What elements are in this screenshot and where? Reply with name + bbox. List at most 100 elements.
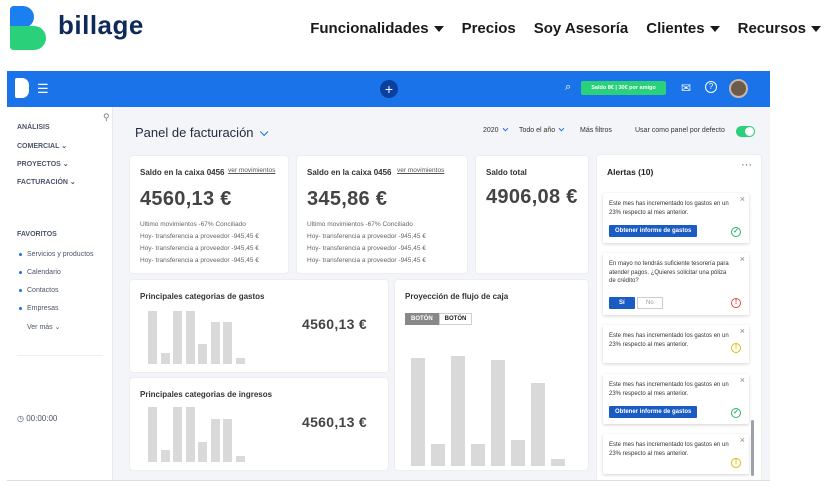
search-icon[interactable]: ⌕	[565, 81, 572, 93]
balance-amount: 345,86 €	[307, 188, 388, 210]
income-title: Principales categorias de ingresos	[140, 390, 273, 399]
cashflow-bars	[411, 328, 571, 466]
pin-icon[interactable]: ⚲	[103, 112, 110, 122]
period-filter[interactable]: Todo el año	[519, 127, 562, 134]
warning-icon: !	[731, 458, 741, 468]
brand-name[interactable]: billage	[58, 10, 144, 40]
default-panel-label: Usar como panel por defecto	[635, 127, 725, 134]
sidebar-item-calendario[interactable]: Calendario	[19, 269, 61, 276]
balance-amount: 4560,13 €	[140, 188, 232, 210]
alert-card: × Este mes has incrementado los gastos e…	[603, 193, 749, 243]
referral-promo-button[interactable]: Saldo 8€ | 30€ por amigo	[581, 81, 666, 95]
close-icon[interactable]: ×	[739, 326, 745, 336]
billage-logo[interactable]	[10, 6, 46, 50]
see-more-link[interactable]: Ver más ⌄	[27, 324, 61, 331]
sidebar-item-servicios[interactable]: Servicios y productos	[19, 251, 94, 258]
nav-clientes[interactable]: Clientes	[646, 20, 719, 37]
balance-card-1: Saldo en la caixa 0456 ver movimientos 4…	[130, 156, 288, 273]
placeholder-bar	[198, 441, 207, 462]
placeholder-bar	[451, 355, 466, 466]
default-panel-toggle[interactable]	[736, 126, 755, 137]
total-balance-card: Saldo total 4906,08 €	[476, 156, 588, 273]
alert-text: Este mes has incrementado los gastos en …	[609, 333, 729, 348]
segment-button-2[interactable]: BOTÓN	[438, 313, 473, 325]
placeholder-bar	[210, 418, 220, 462]
balance-title: Saldo en la caixa 0456	[140, 168, 225, 177]
sidebar-item-contactos[interactable]: Contactos	[19, 287, 59, 294]
nav-recursos[interactable]: Recursos	[738, 20, 821, 37]
placeholder-bar	[185, 406, 195, 462]
expense-report-button[interactable]: Obtener informe de gastos	[609, 406, 698, 418]
page-title[interactable]: Panel de facturación	[135, 125, 265, 140]
view-movements-link[interactable]: ver movimientos	[397, 167, 445, 174]
sidebar-item-empresas[interactable]: Empresas	[19, 305, 59, 312]
hamburger-menu-icon[interactable]: ☰	[37, 81, 49, 96]
placeholder-bar	[431, 443, 446, 466]
close-icon[interactable]: ×	[739, 254, 745, 264]
balance-detail: Ultimo movimientos -67% Conciliado	[307, 221, 413, 228]
placeholder-bar	[185, 310, 195, 364]
nav-soy-asesoria[interactable]: Soy Asesoría	[533, 20, 629, 37]
alerts-scrollbar[interactable]	[751, 420, 754, 476]
placeholder-bar	[210, 322, 220, 364]
segment-button-1[interactable]: BOTÓN	[405, 313, 439, 325]
placeholder-bar	[531, 383, 546, 466]
alert-card: × Este mes has incrementado los gastos e…	[603, 374, 749, 424]
user-avatar[interactable]	[729, 79, 748, 98]
sidebar: ⚲ ANÁLISIS COMERCIAL ⌄ PROYECTOS ⌄ FACTU…	[7, 107, 113, 480]
more-filters-button[interactable]: Más filtros	[580, 127, 612, 134]
placeholder-bar	[160, 450, 170, 462]
year-filter[interactable]: 2020	[483, 127, 506, 134]
check-icon: ✓	[731, 227, 741, 237]
expenses-title: Principales categorias de gastos	[140, 292, 265, 301]
balance-detail: Hoy- transferencia a proveedor -945,45 €	[307, 233, 426, 240]
timer-value: 00:00:00	[26, 414, 58, 423]
placeholder-bar	[223, 322, 232, 364]
income-amount: 4560,13 €	[302, 414, 367, 430]
close-icon[interactable]: ×	[739, 194, 745, 204]
yes-button[interactable]: Sí	[609, 297, 635, 309]
placeholder-bar	[235, 456, 245, 462]
sidebar-section-analisis[interactable]: ANÁLISIS	[17, 124, 50, 131]
balance-detail: Hoy- transferencia a proveedor -945,45 €	[140, 257, 259, 264]
dashboard: Panel de facturación 2020 Todo el año Má…	[113, 107, 770, 480]
balance-detail: Ultimo movimientos -67% Conciliado	[140, 221, 246, 228]
expenses-card: Principales categorias de gastos 4560,13…	[130, 280, 388, 372]
error-icon: !	[731, 298, 741, 308]
check-icon: ✓	[731, 408, 741, 418]
sidebar-section-comercial[interactable]: COMERCIAL ⌄	[17, 143, 68, 150]
nav-precios[interactable]: Precios	[461, 20, 516, 37]
sidebar-section-proyectos[interactable]: PROYECTOS ⌄	[17, 161, 69, 168]
close-icon[interactable]: ×	[739, 435, 745, 445]
placeholder-bar	[173, 310, 182, 364]
app-logo[interactable]	[15, 78, 29, 98]
alert-text: Este mes has incrementado los gastos en …	[609, 442, 729, 457]
alert-card: × Este mes has incrementado los gastos e…	[603, 434, 749, 474]
cashflow-title: Proyección de flujo de caja	[405, 292, 509, 301]
nav-funcionalidades[interactable]: Funcionalidades	[310, 20, 443, 37]
placeholder-bar	[551, 459, 566, 466]
more-options-icon[interactable]: ···	[741, 159, 752, 171]
cashflow-card: Proyección de flujo de caja BOTÓN BOTÓN	[395, 280, 588, 470]
close-icon[interactable]: ×	[739, 375, 745, 385]
mail-icon[interactable]: ✉	[681, 81, 692, 95]
expenses-bars	[148, 308, 248, 364]
placeholder-bar	[173, 406, 182, 462]
balance-card-2: Saldo en la caixa 0456 ver movimientos 3…	[297, 156, 467, 273]
sidebar-section-facturacion[interactable]: FACTURACIÓN ⌄	[17, 179, 76, 186]
alerts-title: Alertas (10)	[607, 167, 654, 177]
add-button[interactable]: +	[380, 80, 398, 98]
site-header: billage Funcionalidades Precios Soy Ases…	[0, 0, 825, 62]
placeholder-bar	[491, 359, 506, 466]
expense-report-button[interactable]: Obtener informe de gastos	[609, 225, 698, 237]
timer[interactable]: ◷ 00:00:00	[17, 414, 58, 423]
placeholder-bar	[411, 358, 426, 466]
help-icon[interactable]: ?	[705, 81, 717, 93]
no-button[interactable]: No	[637, 297, 663, 309]
top-navigation: Funcionalidades Precios Soy Asesoría Cli…	[310, 20, 821, 37]
view-movements-link[interactable]: ver movimientos	[228, 167, 276, 174]
placeholder-bar	[223, 418, 232, 462]
warning-icon: !	[731, 343, 741, 353]
alert-text: En mayo no tendrás suficiente tesorería …	[609, 261, 729, 284]
income-bars	[148, 404, 248, 462]
